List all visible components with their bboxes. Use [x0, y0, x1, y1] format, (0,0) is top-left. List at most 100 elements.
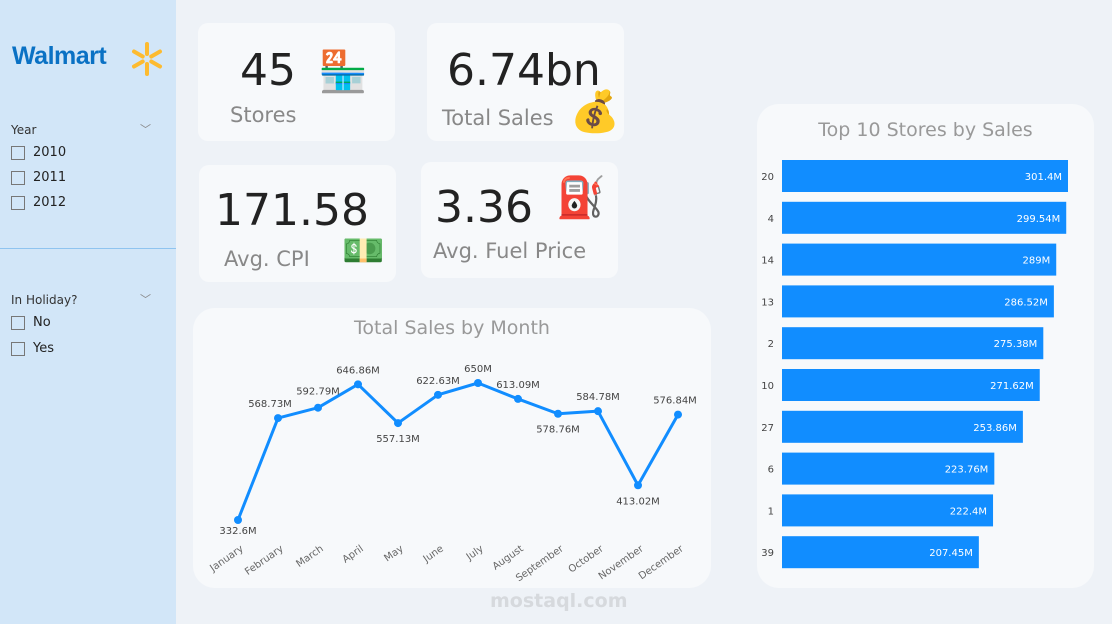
- data-point: [354, 380, 362, 389]
- walmart-spark-icon: [132, 42, 162, 76]
- data-point: [394, 419, 402, 428]
- year-slicer-title: Year: [11, 123, 37, 137]
- x-tick-label: January: [208, 543, 246, 574]
- checkbox[interactable]: [11, 170, 25, 185]
- bar: [782, 536, 979, 569]
- data-point: [634, 481, 642, 490]
- kpi-cpi-card: 171.58 Avg. CPI 💵: [199, 165, 396, 282]
- y-tick-label: 13: [761, 297, 774, 308]
- filter-sidebar: Walmart Year ﹀ 2010 2011 2012 In Holiday…: [0, 0, 176, 624]
- x-tick-label: June: [421, 543, 446, 565]
- bar: [782, 452, 995, 485]
- kpi-fuel-card: 3.36 Avg. Fuel Price ⛽: [421, 162, 618, 278]
- y-tick-label: 39: [761, 548, 774, 559]
- y-tick-label: 2: [768, 339, 774, 350]
- bar-label: 207.45M: [929, 548, 973, 559]
- checkbox[interactable]: [11, 195, 25, 210]
- sales-by-month-chart: 332.6M January 568.73M February 592.79M March…: [208, 364, 697, 584]
- holiday-slicer-title: In Holiday?: [11, 293, 78, 307]
- data-label: 413.02M: [616, 496, 660, 507]
- bar: [782, 160, 1068, 192]
- fuel-pump-icon: ⛽: [556, 175, 606, 221]
- data-point: [554, 409, 562, 418]
- kpi-label: Stores: [230, 103, 297, 127]
- data-label: 584.78M: [576, 392, 620, 403]
- bar: [782, 494, 994, 527]
- bar: [782, 285, 1054, 318]
- bar-label: 223.76M: [945, 465, 989, 476]
- y-tick-label: 10: [761, 381, 774, 392]
- data-point: [434, 390, 442, 399]
- sales-line: [236, 381, 680, 521]
- bar-label: 301.4M: [1025, 172, 1062, 183]
- kpi-sales-card: 6.74bn Total Sales 💰: [427, 23, 624, 141]
- y-tick-label: 27: [761, 423, 774, 434]
- x-tick-label: March: [294, 543, 325, 569]
- data-point: [234, 516, 242, 524]
- data-label: 650M: [464, 364, 492, 375]
- x-tick-label: December: [637, 543, 687, 582]
- checkbox[interactable]: [11, 341, 25, 356]
- holiday-option-yes[interactable]: Yes: [11, 341, 54, 356]
- y-tick-label: 6: [768, 465, 774, 476]
- checkbox[interactable]: [11, 315, 25, 330]
- x-tick-label: April: [341, 543, 366, 565]
- kpi-value: 3.36: [435, 182, 533, 233]
- kpi-value: 171.58: [215, 185, 369, 236]
- bar-label: 271.62M: [990, 381, 1034, 392]
- bar-label: 289M: [1023, 256, 1051, 267]
- data-label: 568.73M: [248, 399, 292, 410]
- data-point: [514, 394, 522, 403]
- data-point: [594, 407, 602, 416]
- kpi-label: Total Sales: [442, 106, 554, 130]
- bar-label: 253.86M: [973, 423, 1017, 434]
- y-tick-label: 20: [761, 172, 774, 183]
- year-option-2010[interactable]: 2010: [11, 145, 66, 160]
- chevron-down-icon[interactable]: ﹀: [140, 123, 151, 136]
- data-point: [674, 410, 682, 419]
- year-option-2011[interactable]: 2011: [11, 170, 66, 185]
- x-tick-label: August: [491, 543, 526, 572]
- kpi-label: Avg. Fuel Price: [433, 239, 587, 263]
- chart-title: Top 10 Stores by Sales: [818, 119, 1033, 141]
- kpi-value: 45: [240, 45, 296, 96]
- x-tick-label: May: [382, 543, 405, 564]
- data-point: [274, 414, 282, 423]
- kpi-stores-card: 45 Stores 🏪: [198, 23, 395, 141]
- y-tick-label: 14: [761, 256, 774, 267]
- data-label: 622.63M: [416, 376, 460, 387]
- bar-label: 299.54M: [1017, 214, 1061, 225]
- store-icon: 🏪: [318, 49, 368, 95]
- walmart-logo: Walmart: [12, 42, 107, 70]
- option-label: 2011: [33, 170, 67, 185]
- data-label: 332.6M: [219, 526, 256, 537]
- bar-label: 286.52M: [1004, 297, 1048, 308]
- cash-register-icon: 💵: [342, 231, 385, 271]
- option-label: 2010: [33, 145, 67, 160]
- checkbox[interactable]: [11, 145, 25, 160]
- watermark: mostaql.com: [490, 590, 628, 612]
- year-option-2012[interactable]: 2012: [11, 195, 66, 210]
- x-tick-label: February: [243, 543, 286, 577]
- bar-label: 222.4M: [950, 506, 987, 517]
- data-label: 592.79M: [296, 387, 340, 398]
- sales-by-month-card: Total Sales by Month 332.6M January 568.73…: [193, 308, 711, 588]
- kpi-label: Avg. CPI: [224, 247, 310, 271]
- y-tick-label: 4: [768, 214, 774, 225]
- kpi-value: 6.74bn: [447, 45, 601, 96]
- data-label: 646.86M: [336, 365, 380, 376]
- option-label: No: [33, 315, 51, 330]
- holiday-option-no[interactable]: No: [11, 315, 51, 330]
- bar: [782, 243, 1057, 276]
- money-icon: 💰: [570, 89, 620, 135]
- chevron-down-icon[interactable]: ﹀: [140, 293, 151, 306]
- data-label: 557.13M: [376, 434, 420, 445]
- bar: [782, 201, 1067, 234]
- y-tick-label: 1: [768, 506, 774, 517]
- bar: [782, 327, 1044, 360]
- data-point: [314, 403, 322, 412]
- divider: [0, 248, 176, 249]
- data-label: 613.09M: [496, 380, 540, 391]
- data-label: 576.84M: [653, 396, 697, 407]
- top-stores-chart: 20 301.4M 4 299.54M 14 289M 13 286.52M 2 275.38M 1…: [761, 160, 1068, 569]
